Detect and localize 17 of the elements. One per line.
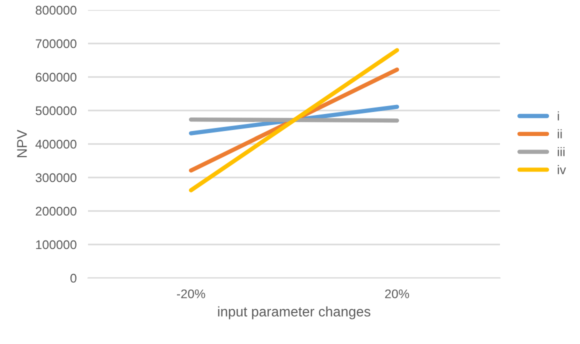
y-tick-label: 800000: [36, 6, 76, 15]
y-tick-label: 700000: [36, 39, 76, 48]
y-tick-label: 300000: [36, 173, 76, 182]
y-tick-label: 400000: [35, 140, 76, 149]
legend-label: ii: [558, 129, 562, 138]
x-axis-title: input parameter changes: [218, 306, 370, 320]
y-tick-label: 500000: [36, 106, 76, 116]
x-tick-label: 20%: [385, 289, 410, 298]
legend-label: i: [558, 111, 559, 120]
y-tick-label: 200000: [36, 206, 76, 216]
y-tick-label: 0: [70, 274, 76, 283]
y-tick-label: 600000: [36, 72, 76, 82]
x-tick-label: -20%: [176, 289, 206, 298]
y-axis-title: NPV: [17, 130, 27, 158]
y-tick-label: 100000: [36, 240, 76, 250]
legend-label: iii: [558, 147, 564, 156]
legend-label: iv: [558, 165, 566, 174]
